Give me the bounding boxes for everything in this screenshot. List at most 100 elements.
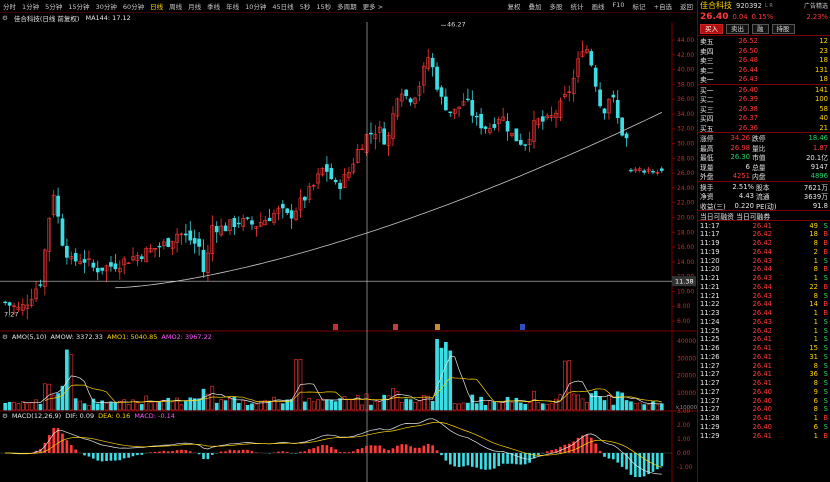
tick-row: 11:27 26.40 6 S xyxy=(698,396,830,405)
macd-dea-line xyxy=(5,421,662,468)
volume-bar xyxy=(492,401,497,411)
sell-button[interactable]: 卖出 xyxy=(726,23,749,34)
period-tab[interactable]: 1分钟 xyxy=(22,3,40,11)
tick-volume: 36 xyxy=(809,370,818,379)
tick-list[interactable]: 11:17 26.41 49 S 11:17 26.42 18 B 11:19 26.42 8 B 11… xyxy=(698,221,830,440)
candle-body xyxy=(210,224,215,254)
dif-value: 0.09 xyxy=(79,412,95,420)
candle-body xyxy=(285,208,290,213)
volume-bar xyxy=(483,404,488,411)
volume-bar xyxy=(642,404,647,411)
period-tab[interactable]: 15分钟 xyxy=(68,3,90,11)
candle-body xyxy=(197,238,201,247)
settings-icon[interactable]: ⚙ xyxy=(2,14,8,22)
ask-row[interactable]: 卖一 26.43 18 xyxy=(698,74,830,84)
candle-body xyxy=(144,247,149,263)
tick-volume: 8 xyxy=(813,361,818,370)
amo-settings-icon[interactable]: ⚙ xyxy=(2,333,8,341)
toolbar-action[interactable]: 多股 xyxy=(549,3,563,11)
volume-bar xyxy=(549,403,554,411)
holdings-button[interactable]: 持股 xyxy=(771,23,795,34)
tick-row: 11:29 26.40 6 S xyxy=(698,422,830,431)
period-tab[interactable]: 5分钟 xyxy=(45,3,63,11)
toolbar-action[interactable]: F10 xyxy=(612,1,625,9)
level-volume: 40 xyxy=(819,114,828,122)
bid-row[interactable]: 买一 26.40 141 xyxy=(698,85,830,95)
candle-body xyxy=(615,99,620,119)
volume-bar xyxy=(223,400,228,411)
volume-bar xyxy=(56,393,60,411)
period-tab[interactable]: 日线 xyxy=(150,3,164,11)
period-tab[interactable]: 15秒 xyxy=(316,3,332,11)
candle-body xyxy=(518,140,523,145)
volume-bar xyxy=(272,396,276,411)
volume-bar xyxy=(126,403,131,411)
period-tab[interactable]: 季线 xyxy=(207,3,221,11)
volume-bar xyxy=(73,398,78,411)
volume-bar xyxy=(201,388,206,411)
period-tab[interactable]: 30分钟 xyxy=(95,3,117,11)
volume-bar xyxy=(598,396,602,411)
amow-value: 3372.33 xyxy=(76,333,103,341)
candle-body xyxy=(629,169,633,172)
price-axis-label: 34.00 xyxy=(677,111,694,118)
period-tab[interactable]: 月线 xyxy=(188,3,202,11)
buy-button[interactable]: 买入 xyxy=(700,23,723,34)
volume-bar xyxy=(241,399,246,411)
candle-body xyxy=(223,225,228,232)
period-tab[interactable]: 更多 > xyxy=(362,3,384,11)
volume-bar xyxy=(355,395,360,411)
tick-direction: S xyxy=(823,379,828,388)
bid-row[interactable]: 买五 26.36 21 xyxy=(698,123,830,133)
tick-row: 11:23 26.44 1 B xyxy=(698,309,830,318)
period-tab[interactable]: 10分钟 xyxy=(245,3,267,11)
macd-settings-icon[interactable]: ⚙ xyxy=(2,412,8,420)
period-tab[interactable]: 60分钟 xyxy=(122,3,145,11)
toolbar-action[interactable]: 叠加 xyxy=(528,3,542,11)
ask-row[interactable]: 卖二 26.44 131 xyxy=(698,65,830,75)
ask-row[interactable]: 卖五 26.52 12 xyxy=(698,36,830,46)
tick-direction: B xyxy=(823,414,828,423)
ad-label[interactable]: 广告精选 xyxy=(803,3,828,10)
event-marker xyxy=(333,324,338,330)
kline-chart[interactable]: 44.00 42.00 40.00 38.00 36.00 34.00 32.00 30.00… xyxy=(0,22,697,482)
tick-row: 11:17 26.41 49 S xyxy=(698,221,830,230)
toolbar-action[interactable]: +自选 xyxy=(653,3,672,11)
ask-row[interactable]: 卖三 26.48 18 xyxy=(698,55,830,65)
bid-row[interactable]: 买三 26.38 58 xyxy=(698,104,830,114)
volume-bar xyxy=(100,400,104,411)
toolbar-action[interactable]: 统计 xyxy=(570,3,584,11)
tick-price: 26.41 xyxy=(752,414,772,423)
period-tab[interactable]: 分时 xyxy=(3,3,16,11)
candle-body xyxy=(175,233,179,243)
period-tab[interactable]: 多周期 xyxy=(337,3,357,11)
period-tab[interactable]: 年线 xyxy=(226,3,240,11)
period-tab[interactable]: 45日线 xyxy=(272,3,294,11)
bid-row[interactable]: 买四 26.37 40 xyxy=(698,113,830,123)
volume-bar xyxy=(148,402,153,411)
tick-time: 11:20 xyxy=(700,265,720,274)
ma144-line xyxy=(115,112,662,289)
level-price: 26.52 xyxy=(738,37,758,45)
candle-body xyxy=(637,168,642,171)
tick-time: 11:26 xyxy=(700,344,720,353)
tick-time: 11:27 xyxy=(700,396,720,405)
toolbar-action[interactable]: 画线 xyxy=(591,3,605,11)
tick-price: 26.42 xyxy=(752,239,772,248)
candle-body xyxy=(377,126,382,133)
candle-body xyxy=(483,126,488,129)
tick-direction: B xyxy=(823,300,828,309)
toolbar-action[interactable]: 标记 xyxy=(632,3,646,11)
volume-bar xyxy=(347,399,351,411)
ask-row[interactable]: 卖四 26.50 23 xyxy=(698,46,830,56)
toolbar-action[interactable]: 复权 xyxy=(507,3,521,11)
margin-button[interactable]: 融 xyxy=(752,23,769,34)
period-tab[interactable]: 周线 xyxy=(169,3,183,11)
toolbar-action[interactable]: 返回 xyxy=(680,3,693,11)
candle-body xyxy=(232,218,237,228)
price-axis-label: 26.00 xyxy=(677,170,694,177)
bid-row[interactable]: 买二 26.39 100 xyxy=(698,94,830,104)
period-tab[interactable]: 5秒 xyxy=(299,3,311,11)
tick-direction: S xyxy=(823,361,828,370)
tick-time: 11:23 xyxy=(700,309,720,318)
